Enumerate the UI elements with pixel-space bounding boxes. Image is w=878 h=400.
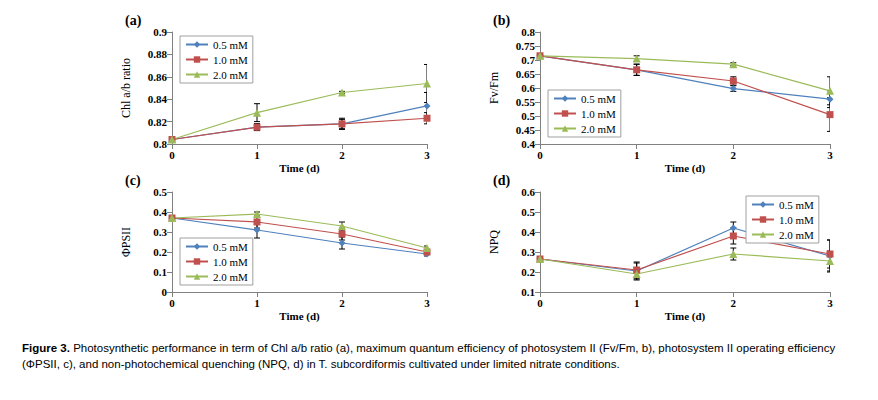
svg-text:0.86: 0.86 [148,71,168,83]
svg-text:0.6: 0.6 [521,82,535,94]
html-text:Figure 3. Photosynthetic perfo: Figure 3. Photosynthetic performance in … [22,342,836,370]
svg-text:0.55: 0.55 [516,96,536,108]
svg-text:0: 0 [162,286,168,298]
svg-text:Time (d): Time (d) [665,162,706,175]
svg-text:2: 2 [731,149,737,161]
svg-text:(b): (b) [493,13,510,29]
svg-text:3: 3 [424,149,430,161]
svg-text:0.84: 0.84 [148,93,168,105]
svg-text:3: 3 [827,297,833,309]
svg-text:0.8: 0.8 [153,138,167,150]
svg-text:0: 0 [537,297,543,309]
svg-text:0.45: 0.45 [516,124,536,136]
svg-text:0.9: 0.9 [153,26,167,38]
svg-text:2: 2 [339,149,345,161]
svg-text:1.0 mM: 1.0 mM [581,108,616,120]
svg-text:2.0 mM: 2.0 mM [779,229,814,241]
svg-text:0: 0 [537,149,543,161]
svg-text:0.5: 0.5 [521,110,535,122]
svg-text:1.0 mM: 1.0 mM [213,54,248,66]
svg-text:1.0 mM: 1.0 mM [213,256,248,268]
svg-text:1: 1 [254,149,260,161]
svg-text:2.0 mM: 2.0 mM [581,123,616,135]
svg-text:0.5 mM: 0.5 mM [581,93,616,105]
svg-text:0: 0 [169,297,175,309]
svg-text:(a): (a) [125,13,142,29]
svg-text:0.1: 0.1 [521,286,535,298]
svg-text:2.0 mM: 2.0 mM [213,69,248,81]
svg-text:0.2: 0.2 [521,266,535,278]
svg-text:0.75: 0.75 [516,40,536,52]
svg-text:1.0 mM: 1.0 mM [779,214,814,226]
svg-text:0: 0 [169,149,175,161]
svg-text:0.88: 0.88 [148,48,168,60]
svg-text:3: 3 [827,149,833,161]
svg-text:Time (d): Time (d) [279,162,320,175]
svg-text:NPQ: NPQ [487,230,501,254]
svg-text:0.3: 0.3 [521,246,535,258]
svg-text:0.4: 0.4 [153,206,167,218]
svg-text:ΦPSII: ΦPSII [119,227,133,257]
svg-text:(d): (d) [493,173,510,189]
svg-text:0.8: 0.8 [521,26,535,38]
svg-text:0.5 mM: 0.5 mM [213,39,248,51]
svg-text:1: 1 [634,149,640,161]
svg-text:0.4: 0.4 [521,138,535,150]
svg-text:0.7: 0.7 [521,54,535,66]
svg-text:(c): (c) [125,173,141,189]
svg-text:0.65: 0.65 [516,68,536,80]
svg-text:1: 1 [254,297,260,309]
svg-text:0.5 mM: 0.5 mM [779,199,814,211]
svg-text:0.3: 0.3 [153,226,167,238]
svg-text:0.5: 0.5 [521,206,535,218]
svg-text:0.5 mM: 0.5 mM [213,241,248,253]
svg-text:0.82: 0.82 [148,116,168,128]
svg-text:0.1: 0.1 [153,266,167,278]
svg-text:Time (d): Time (d) [279,310,320,323]
svg-text:1: 1 [634,297,640,309]
svg-text:2: 2 [731,297,737,309]
svg-text:Fv/Fm: Fv/Fm [487,71,501,104]
svg-text:0.5: 0.5 [153,186,167,198]
svg-text:0.2: 0.2 [153,246,167,258]
svg-text:Time (d): Time (d) [665,310,706,323]
svg-text:0.6: 0.6 [521,186,535,198]
svg-text:2.0 mM: 2.0 mM [213,271,248,283]
svg-text:Chl a/b ratio: Chl a/b ratio [119,58,133,118]
svg-text:2: 2 [339,297,345,309]
svg-text:3: 3 [424,297,430,309]
svg-text:0.4: 0.4 [521,226,535,238]
